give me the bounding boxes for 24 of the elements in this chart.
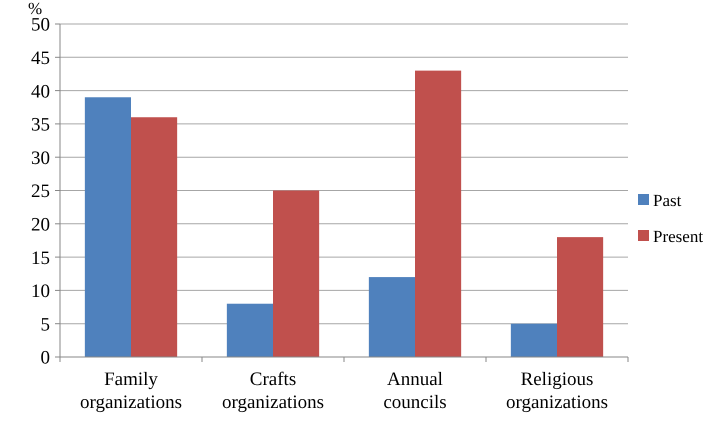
- legend-label: Present: [653, 226, 704, 246]
- x-tick-label: Crafts organizations: [222, 369, 324, 413]
- y-tick-label: 25: [31, 181, 50, 202]
- bar: [415, 70, 462, 357]
- x-tick-label: Annual councils: [383, 369, 447, 413]
- x-tick-label: Religious organizations: [506, 369, 608, 413]
- y-tick-label: 40: [31, 81, 50, 102]
- x-tick-label: Family organizations: [80, 369, 182, 413]
- y-tick-label: 20: [31, 214, 50, 236]
- bar: [557, 237, 604, 357]
- y-tick-label: 30: [31, 148, 50, 169]
- bar: [84, 97, 131, 357]
- y-tick-label: 0: [40, 348, 50, 369]
- y-tick-label: 5: [40, 314, 50, 336]
- y-tick-label: 35: [31, 114, 50, 136]
- legend-label: Past: [653, 190, 682, 210]
- bar: [368, 277, 415, 357]
- y-tick-label: 10: [31, 281, 50, 302]
- bar: [510, 324, 557, 357]
- bar: [226, 304, 273, 357]
- bar: [131, 117, 178, 357]
- bar: [273, 190, 320, 357]
- y-tick-label: 45: [31, 48, 50, 69]
- y-tick-label: 15: [31, 248, 50, 269]
